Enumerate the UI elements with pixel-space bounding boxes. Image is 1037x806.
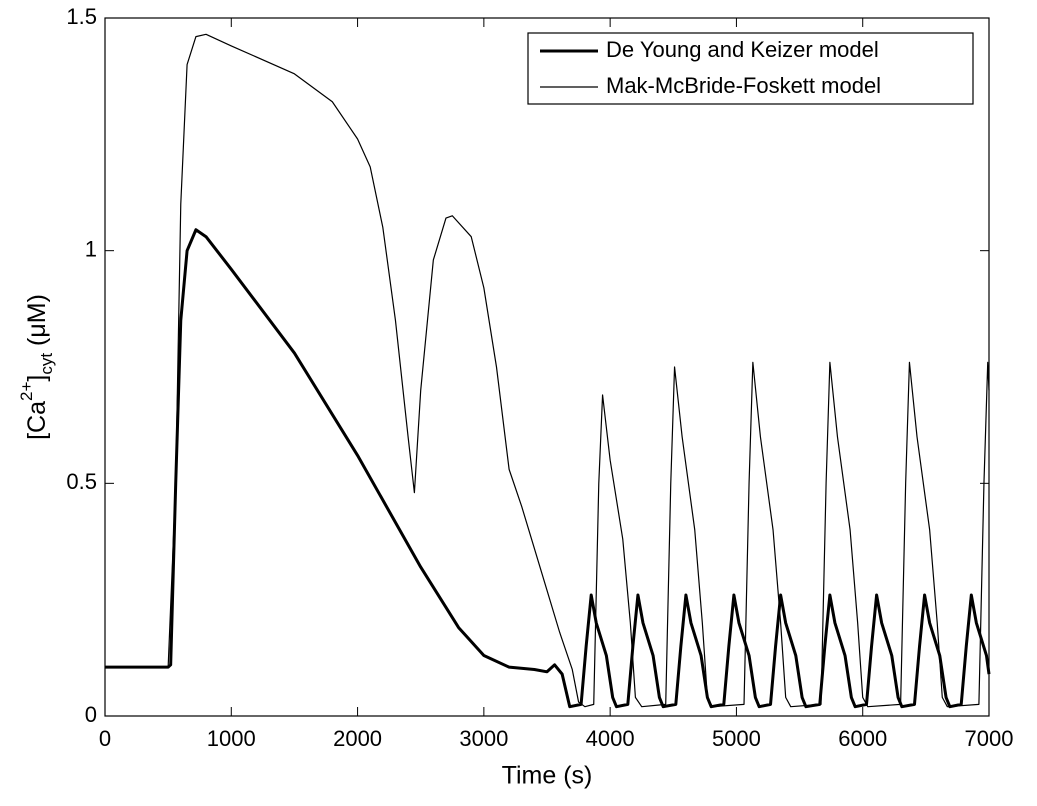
x-tick-label: 0	[99, 726, 111, 751]
y-tick-label: 0.5	[66, 469, 97, 494]
y-tick-label: 0	[85, 702, 97, 727]
series-line	[105, 33, 990, 708]
x-tick-label: 3000	[459, 726, 508, 751]
y-tick-label: 1	[85, 236, 97, 261]
x-tick-label: 1000	[207, 726, 256, 751]
x-tick-label: 6000	[838, 726, 887, 751]
x-tick-label: 2000	[333, 726, 382, 751]
legend-label: Mak-McBride-Foskett model	[606, 73, 881, 98]
legend-box	[527, 32, 974, 105]
y-label-part: 2+	[17, 382, 36, 401]
y-label-part: [Ca	[23, 401, 51, 440]
plot-frame	[104, 17, 990, 717]
x-axis-label: Time (s)	[502, 762, 593, 790]
x-tick-label: 5000	[712, 726, 761, 751]
x-tick-label: 7000	[965, 726, 1014, 751]
y-label-part: ]	[23, 375, 51, 382]
y-label-part: cyt	[37, 353, 56, 375]
legend-label: De Young and Keizer model	[606, 37, 879, 62]
y-label-part: (μM)	[23, 294, 51, 353]
series-line	[105, 228, 991, 709]
y-axis-label: [Ca2+]cyt (μM)	[17, 294, 56, 440]
y-tick-label: 1.5	[66, 4, 97, 29]
x-tick-label: 4000	[586, 726, 635, 751]
